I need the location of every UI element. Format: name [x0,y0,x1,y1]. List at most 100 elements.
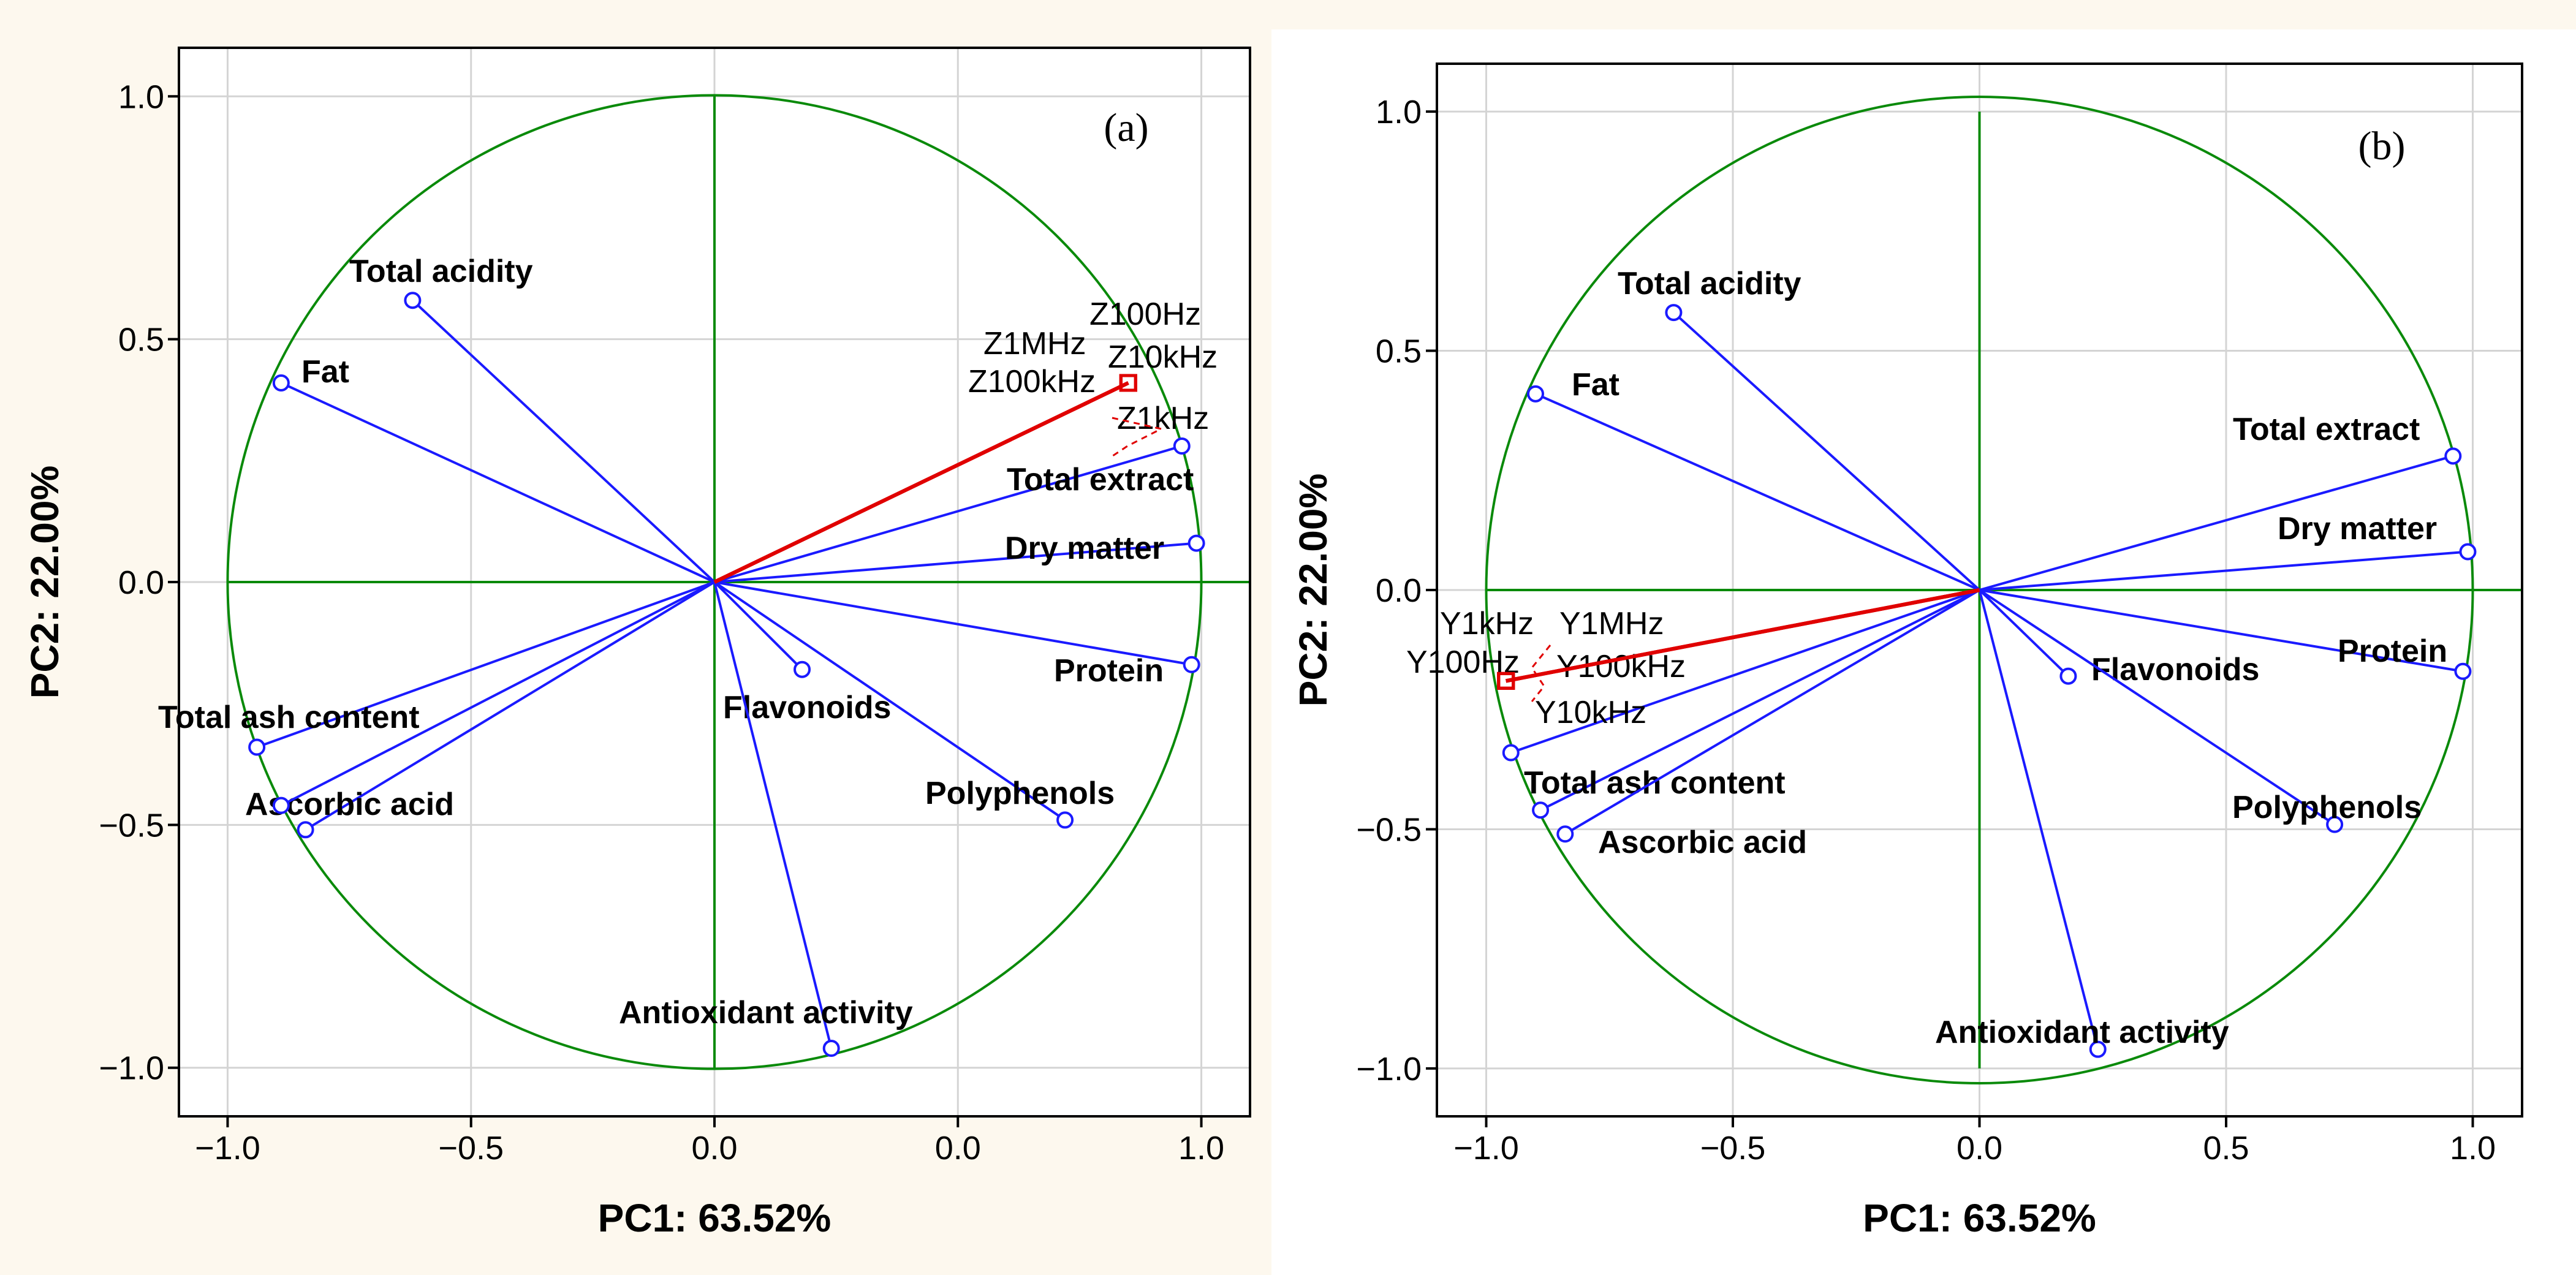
loading-vector [1510,589,1980,754]
variable-label: Fat [301,354,349,390]
loading-point [794,660,811,678]
loading-point [2326,815,2344,833]
y-tick-label: 1.0 [118,78,164,115]
x-tick-label: −1.0 [195,1130,260,1167]
variable-label: Total extract [1007,462,1194,498]
leader-line [1531,645,1551,702]
loading-vector [714,445,1183,583]
x-axis-title: PC1: 63.52% [598,1196,832,1240]
variable-label: Polyphenols [925,776,1115,811]
chart-panel-a: Total acidity Fat Total extract Dry matter P… [23,47,1251,1240]
loading-vector [1979,455,2453,591]
loading-vector [280,581,715,807]
variable-label: Antioxidant activity [1935,1015,2229,1050]
loading-point [1056,811,1074,829]
y-tick-label: −0.5 [99,807,164,844]
loading-point [2444,447,2462,465]
loading-point [1188,534,1205,552]
loading-vector [1535,392,1980,591]
loading-vector [713,581,1066,822]
x-tick-label: 1.0 [2450,1130,2496,1167]
loading-vector [1673,311,1980,591]
y-tick-label: 0.0 [118,564,164,601]
loading-vector [305,581,716,831]
loading-point [404,292,422,309]
loading-vector [713,581,803,671]
y-axis-title: PC2: 22.00% [23,466,67,699]
loading-point [1532,801,1550,819]
variable-label: Flavonoids [723,690,891,725]
frequency-label: Y10kHz [1535,695,1646,730]
variable-label: Dry matter [2278,511,2437,547]
leader-line [1108,417,1164,460]
y-tick-label: 0.0 [1376,572,1422,609]
loading-vector [1979,589,2336,826]
variable-label: Total acidity [349,254,533,289]
loading-vector [256,581,715,749]
variable-label: Total ash content [1524,765,1786,801]
variable-label: Protein [2338,634,2447,669]
frequency-label: Z10kHz [1108,339,1218,375]
loading-vector [714,581,1192,666]
y-axis-title: PC2: 22.00% [1291,474,1335,707]
y-tick-label: −1.0 [1356,1051,1422,1088]
loading-vector [1540,589,1980,812]
variable-label: Fat [1572,367,1619,403]
loading-point [2459,543,2477,561]
x-tick-label: −1.0 [1453,1130,1519,1167]
variable-label: Total extract [2233,412,2420,447]
variable-label: Total acidity [1618,266,1801,301]
y-tick-label: −1.0 [99,1050,164,1087]
loading-vector [1979,589,2069,677]
frequency-label: Z100Hz [1089,297,1201,332]
loading-point [2454,662,2472,680]
y-tick-label: 0.5 [1376,333,1422,370]
frequency-label: Y1MHz [1559,606,1664,641]
variable-label: Dry matter [1005,531,1164,566]
loading-vector [1979,550,2468,591]
loading-point [272,796,290,814]
frequency-label: Z100kHz [968,364,1096,399]
frequency-point [1119,374,1137,392]
loading-point [1527,385,1544,403]
loading-vector [1564,589,1980,835]
chart-panel-b: Total acidity Fat Total extract Dry matter P… [1291,62,2523,1240]
loading-vector [713,581,833,1049]
x-tick-label: 0.0 [935,1130,981,1167]
frequency-label: Y1kHz [1440,606,1534,641]
loading-vector [281,382,715,583]
loading-point [822,1040,840,1057]
x-tick-label: −0.5 [438,1130,504,1167]
loading-vector [714,542,1197,583]
variable-label: Total ash content [158,700,420,735]
y-tick-label: 1.0 [1376,94,1422,131]
panel-label: (a) [1104,105,1148,150]
x-tick-label: −0.5 [1700,1130,1766,1167]
frequency-vector [713,381,1129,584]
y-tick-label: 0.5 [118,322,164,358]
panel-label: (b) [2358,124,2406,168]
loading-point [1183,656,1200,673]
loading-point [1502,744,1520,762]
x-axis-title: PC1: 63.52% [1863,1196,2096,1240]
loading-vector [1978,589,2099,1050]
x-tick-label: 0.0 [691,1130,737,1167]
frequency-label: Z1kHz [1117,401,1209,436]
variable-label: Flavonoids [2091,652,2259,687]
variable-label: Ascorbic acid [1598,825,1807,860]
loading-point [297,821,314,839]
loading-point [1556,825,1574,843]
loading-point [2089,1040,2107,1058]
loading-point [1173,437,1191,455]
frequency-vector [1506,588,1980,683]
frequency-label: Z1MHz [983,326,1086,361]
loading-point [1665,304,1683,322]
variable-label: Polyphenols [2232,790,2422,825]
x-tick-label: 1.0 [1178,1130,1224,1167]
loading-vector [412,299,716,583]
loading-point [272,374,290,392]
loading-vector [1979,589,2463,673]
loading-point [248,738,266,756]
panel-b-top-strip [1271,0,2576,29]
